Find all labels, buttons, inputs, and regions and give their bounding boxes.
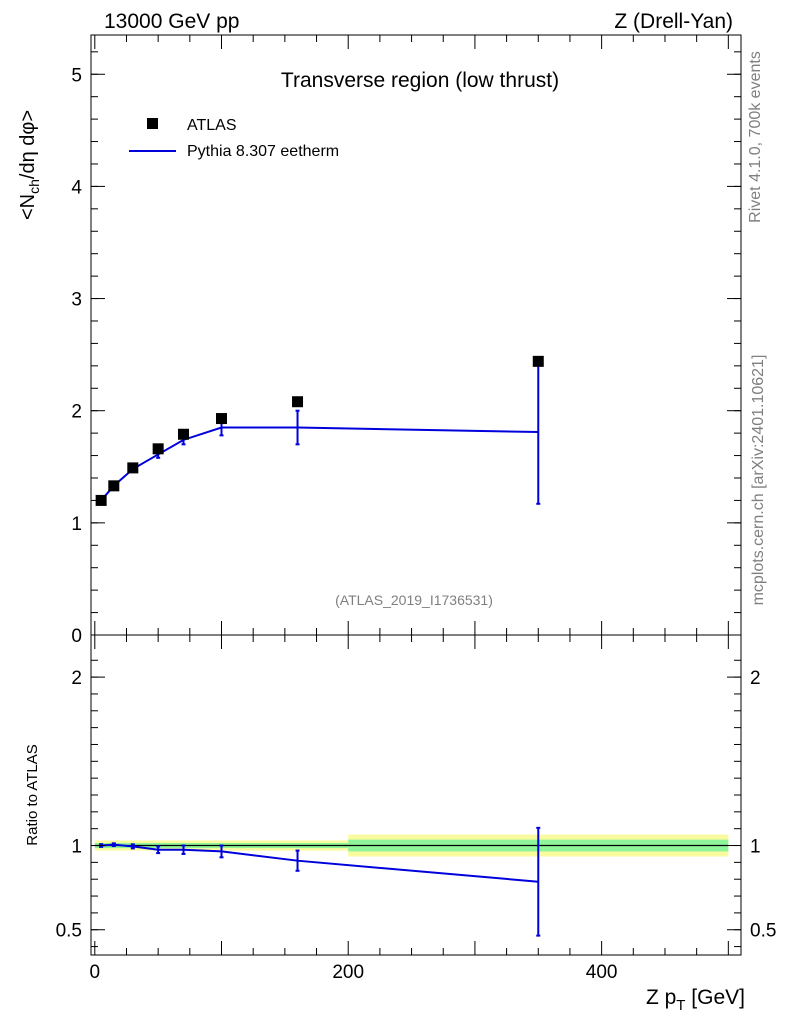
main-ytick-label-2: 2 xyxy=(71,402,82,423)
main-ytick-label-0: 0 xyxy=(71,626,82,647)
xtick-label-0: 0 xyxy=(90,962,101,983)
y-label-pre: <N xyxy=(17,194,39,220)
main-ytick-label-1: 1 xyxy=(71,514,82,535)
header-right: Z (Drell-Yan) xyxy=(614,10,733,33)
atlas-point xyxy=(108,480,120,492)
plot-title: Transverse region (low thrust) xyxy=(281,69,559,92)
ratio-ytick-label-0.5: 0.5 xyxy=(56,921,82,942)
legend-label-pythia: Pythia 8.307 eetherm xyxy=(187,143,339,160)
tick-layer: 0 1 2 3 4 5 0 200 400 0.5 0.5 1 1 2 2 xyxy=(56,35,776,983)
pythia-line xyxy=(100,426,539,502)
atlas-point xyxy=(177,428,189,440)
axes-frames xyxy=(90,34,742,956)
legend-marker-atlas xyxy=(147,118,158,129)
main-ytick-label-5: 5 xyxy=(71,65,82,86)
x-label-pre: Z p xyxy=(646,986,676,1009)
ratio-ytick-label-right-0.5: 0.5 xyxy=(750,921,776,942)
atlas-point xyxy=(292,396,304,408)
y-axis-label-main: <Nch/dη dφ> xyxy=(17,110,42,220)
watermark: (ATLAS_2019_I1736531) xyxy=(335,592,493,608)
xtick-label-400: 400 xyxy=(586,962,618,983)
mcplots-label: mcplots.cern.ch [arXiv:2401.10621] xyxy=(750,355,767,606)
rivet-label: Rivet 4.1.0, 700k events xyxy=(747,51,764,223)
x-label-post: [GeV] xyxy=(685,986,745,1009)
ratio-plot-frame xyxy=(90,634,742,956)
legend: ATLAS Pythia 8.307 eetherm xyxy=(129,117,339,160)
legend-label-atlas: ATLAS xyxy=(187,117,237,134)
main-ytick-label-4: 4 xyxy=(71,177,82,198)
main-ytick-label-3: 3 xyxy=(71,290,82,311)
x-label-sub: T xyxy=(676,997,685,1014)
y-label-sub: ch xyxy=(26,179,42,194)
y-label-post: /dη dφ> xyxy=(17,110,39,179)
atlas-point xyxy=(216,413,228,425)
atlas-point xyxy=(127,462,139,474)
ratio-ytick-label-right-2: 2 xyxy=(750,668,761,689)
ratio-ytick-label-1: 1 xyxy=(71,837,82,858)
ratio-ytick-label-right-1: 1 xyxy=(750,837,761,858)
atlas-point xyxy=(532,355,544,367)
atlas-point xyxy=(152,443,164,455)
series-layer xyxy=(95,355,544,937)
atlas-point xyxy=(95,494,107,506)
x-axis-label: Z pT [GeV] xyxy=(646,986,745,1014)
header-left: 13000 GeV pp xyxy=(104,10,239,33)
ratio-pythia-line xyxy=(101,843,539,883)
y-axis-label-ratio: Ratio to ATLAS xyxy=(24,744,41,845)
ratio-ytick-label-2: 2 xyxy=(71,668,82,689)
xtick-label-200: 200 xyxy=(332,962,364,983)
